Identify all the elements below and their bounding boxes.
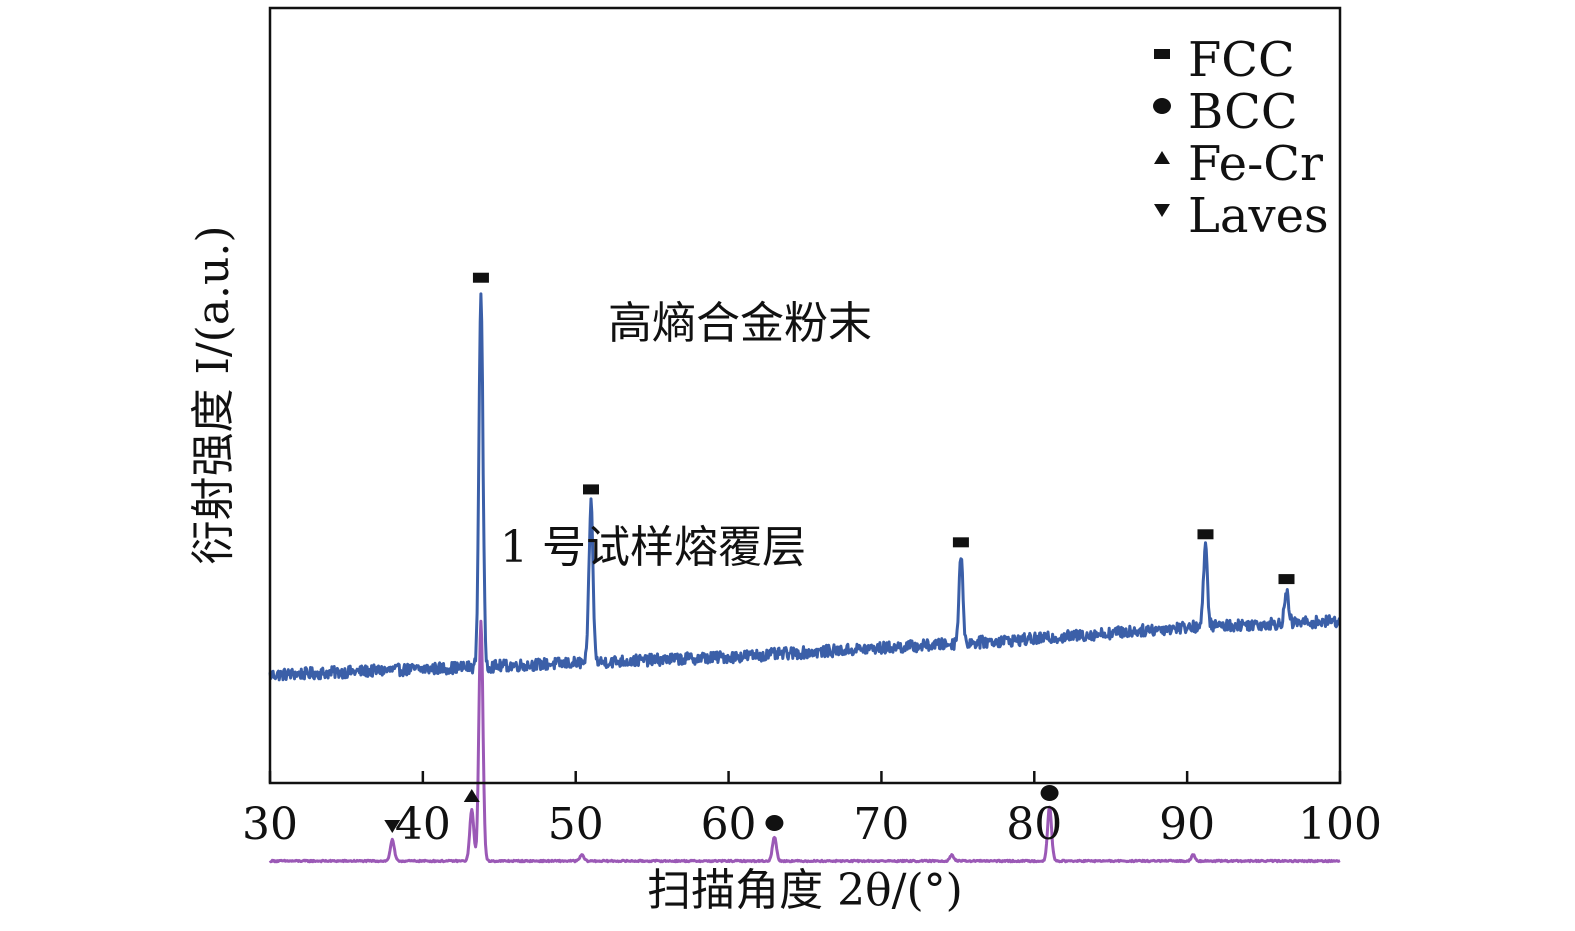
legend-marker-triangle-down [1154, 204, 1170, 217]
peak-marker-square [952, 537, 969, 548]
legend-marker-square [1154, 49, 1170, 59]
peak-marker-square [472, 272, 489, 283]
series-line-1 [268, 292, 1342, 682]
x-tick-label: 100 [1298, 799, 1382, 850]
x-axis-ticks: 30 40 50 60 70 80 90 100 [242, 771, 1382, 850]
x-axis-title: 扫描角度 2θ/(°) [647, 865, 963, 916]
series-label-1: 高熵合金粉末 [608, 298, 872, 349]
x-tick-label: 70 [853, 799, 909, 850]
legend-label: Fe-Cr [1188, 136, 1323, 192]
series-line-2 [268, 619, 1341, 864]
x-tick-label: 60 [701, 799, 757, 850]
peak-marker-square [583, 484, 599, 495]
x-tick-label: 40 [395, 799, 451, 850]
legend-label: BCC [1188, 84, 1298, 140]
series-layer [268, 292, 1342, 864]
peak-marker-circle [1040, 785, 1059, 801]
x-tick-label: 50 [548, 799, 604, 850]
legend-marker-triangle-up [1154, 151, 1170, 164]
peak-marker-triangle-up [463, 789, 480, 802]
peak-marker-triangle-down [384, 820, 401, 833]
peak-marker-layer [384, 272, 1295, 833]
x-tick-label: 80 [1006, 799, 1062, 850]
peak-marker-square [1197, 529, 1214, 540]
y-axis-title: 衍射强度 I/(a.u.) [188, 225, 239, 564]
legend-label: FCC [1188, 32, 1295, 88]
x-tick-label: 90 [1159, 799, 1215, 850]
series-label-2: 1 号试样熔覆层 [500, 522, 806, 573]
peak-marker-square [1278, 574, 1295, 585]
plot-frame [268, 6, 1342, 785]
x-tick-label: 30 [242, 799, 298, 850]
series-labels: 高熵合金粉末 1 号试样熔覆层 [500, 298, 872, 573]
legend-marker-circle [1153, 98, 1171, 114]
peak-marker-circle [765, 815, 784, 831]
legend-label: Laves [1188, 188, 1329, 244]
